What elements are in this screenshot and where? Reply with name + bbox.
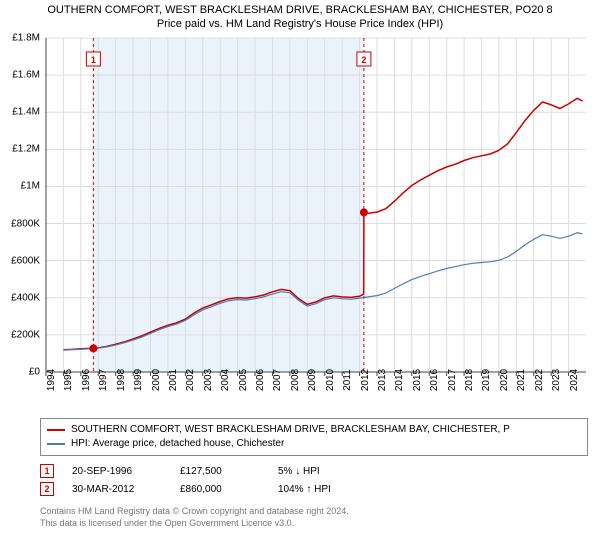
chart-title-block: OUTHERN COMFORT, WEST BRACKLESHAM DRIVE,… (0, 0, 600, 32)
x-axis-label: 2002 (185, 369, 196, 391)
svg-text:1: 1 (91, 55, 96, 65)
footnote-line: Contains HM Land Registry data © Crown c… (40, 506, 588, 518)
x-axis-label: 2021 (516, 369, 527, 391)
marker-id-badge: 2 (40, 482, 54, 496)
footnote-line: This data is licensed under the Open Gov… (40, 518, 588, 530)
x-axis-label: 2012 (360, 369, 371, 391)
legend-swatch (47, 429, 65, 431)
marker-delta: 104% ↑ HPI (278, 484, 358, 495)
marker-annotations: 1 20-SEP-1996 £127,500 5% ↓ HPI 2 30-MAR… (40, 462, 588, 498)
marker-row: 1 20-SEP-1996 £127,500 5% ↓ HPI (40, 462, 588, 480)
y-axis-label: £1.8M (2, 33, 40, 44)
price-chart: 1 2 £0 £200K £400K £600K £800K £1M £1.2M £1.4M £1.… (0, 32, 600, 412)
x-axis-label: 2003 (203, 369, 214, 391)
x-axis-label: 2000 (151, 369, 162, 391)
marker-price: £127,500 (180, 466, 260, 477)
x-axis-label: 2008 (290, 369, 301, 391)
y-axis-label: £1.2M (2, 144, 40, 155)
x-axis-label: 2023 (551, 369, 562, 391)
chart-title-line2: Price paid vs. HM Land Registry's House … (8, 18, 592, 30)
x-axis-label: 1997 (98, 369, 109, 391)
y-axis-label: £200K (2, 329, 40, 340)
legend-label: SOUTHERN COMFORT, WEST BRACKLESHAM DRIVE… (71, 423, 510, 437)
y-axis-label: £800K (2, 218, 40, 229)
x-axis-label: 2018 (464, 369, 475, 391)
marker-date: 30-MAR-2012 (72, 484, 162, 495)
y-axis-label: £1.4M (2, 107, 40, 118)
x-axis-label: 2011 (342, 369, 353, 391)
marker-id-badge: 1 (40, 464, 54, 478)
x-axis-label: 1996 (81, 369, 92, 391)
marker-date: 20-SEP-1996 (72, 466, 162, 477)
x-axis-label: 2024 (569, 369, 580, 391)
x-axis-label: 1998 (116, 369, 127, 391)
x-axis-label: 2020 (499, 369, 510, 391)
x-axis-label: 2022 (534, 369, 545, 391)
chart-legend: SOUTHERN COMFORT, WEST BRACKLESHAM DRIVE… (40, 418, 588, 456)
x-axis-label: 2013 (377, 369, 388, 391)
x-axis-label: 2017 (447, 369, 458, 391)
legend-row: HPI: Average price, detached house, Chic… (47, 437, 581, 451)
x-axis-label: 2004 (220, 369, 231, 391)
legend-label: HPI: Average price, detached house, Chic… (71, 437, 284, 451)
chart-title-line1: OUTHERN COMFORT, WEST BRACKLESHAM DRIVE,… (8, 4, 592, 16)
x-axis-label: 2010 (325, 369, 336, 391)
x-axis-label: 2006 (255, 369, 266, 391)
y-axis-label: £400K (2, 292, 40, 303)
svg-text:2: 2 (361, 55, 366, 65)
x-axis-label: 2015 (412, 369, 423, 391)
x-axis-label: 1999 (133, 369, 144, 391)
y-axis-label: £600K (2, 255, 40, 266)
x-axis-label: 2009 (307, 369, 318, 391)
x-axis-label: 2001 (168, 369, 179, 391)
legend-row: SOUTHERN COMFORT, WEST BRACKLESHAM DRIVE… (47, 423, 581, 437)
x-axis-label: 2007 (272, 369, 283, 391)
marker-price: £860,000 (180, 484, 260, 495)
x-axis-label: 1994 (46, 369, 57, 391)
marker-delta: 5% ↓ HPI (278, 466, 358, 477)
chart-footnote: Contains HM Land Registry data © Crown c… (40, 506, 588, 529)
y-axis-label: £0 (2, 367, 40, 378)
x-axis-label: 1995 (63, 369, 74, 391)
x-axis-label: 2016 (429, 369, 440, 391)
y-axis-label: £1M (2, 181, 40, 192)
x-axis-label: 2019 (481, 369, 492, 391)
x-axis-label: 2005 (238, 369, 249, 391)
y-axis-label: £1.6M (2, 70, 40, 81)
marker-row: 2 30-MAR-2012 £860,000 104% ↑ HPI (40, 480, 588, 498)
x-axis-label: 2014 (394, 369, 405, 391)
legend-swatch (47, 443, 65, 445)
